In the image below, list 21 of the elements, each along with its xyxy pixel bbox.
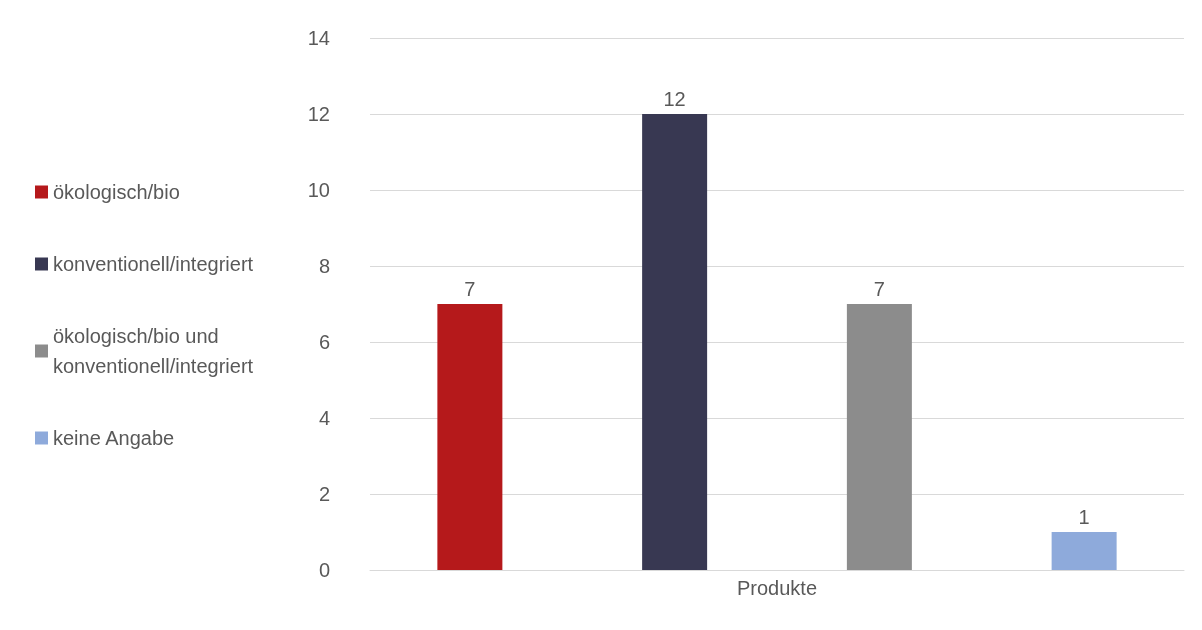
data-label: 7	[464, 278, 476, 300]
legend-label: keine Angabe	[53, 427, 175, 449]
bar	[846, 304, 912, 570]
bar	[642, 114, 708, 570]
y-tick-label: 6	[318, 331, 330, 353]
data-label: 1	[1078, 506, 1090, 528]
bar	[1051, 532, 1117, 570]
legend-label: ökologisch/bio und konventionell/integriert	[53, 325, 254, 377]
y-tick-label: 10	[307, 179, 330, 201]
y-tick-label: 8	[318, 255, 330, 277]
y-tick-label: 4	[318, 407, 330, 429]
legend-label: konventionell/integriert	[53, 253, 254, 275]
y-tick-label: 0	[318, 559, 330, 581]
bar	[437, 304, 503, 570]
y-tick-label: 12	[307, 103, 330, 125]
data-label: 12	[663, 88, 686, 110]
y-tick-label: 2	[318, 483, 330, 505]
x-tick-label: Produkte	[736, 577, 818, 599]
data-label: 7	[873, 278, 885, 300]
legend-label: ökologisch/bio	[53, 181, 180, 203]
y-tick-label: 14	[307, 27, 330, 49]
